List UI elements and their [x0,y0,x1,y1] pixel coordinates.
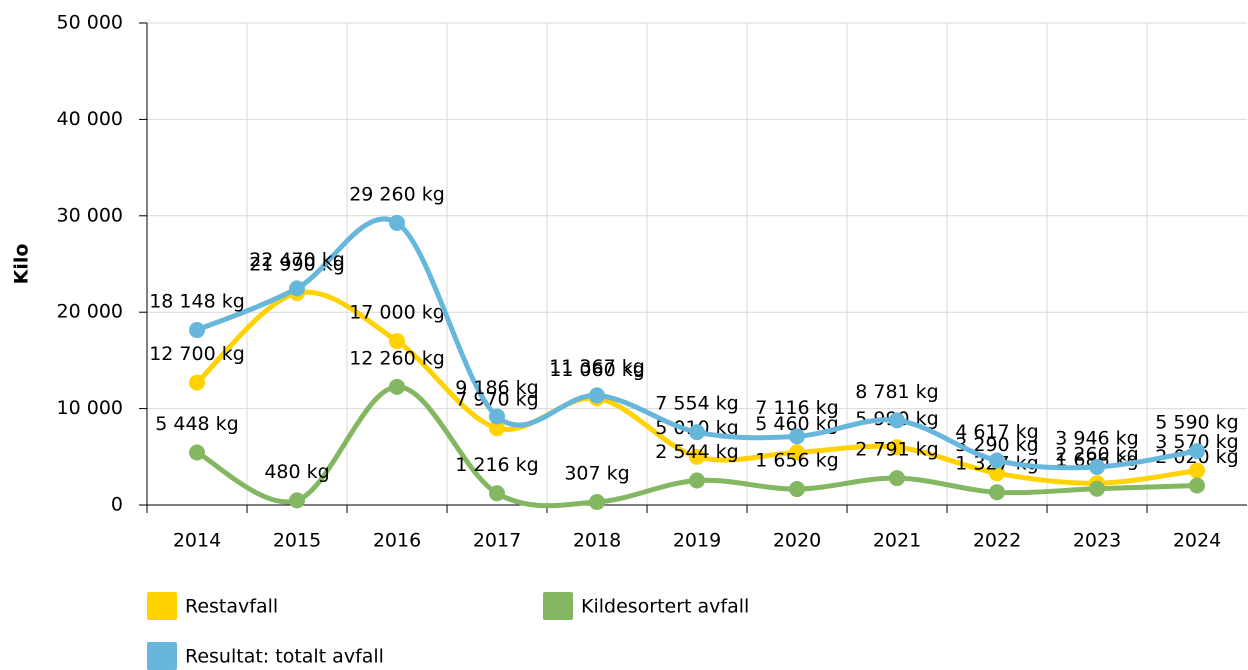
legend-swatch [543,592,573,620]
data-label: 9 186 kg [455,377,539,399]
series-line [195,384,1198,509]
x-tick-label: 2021 [873,530,921,552]
data-label: 2 260 kg [1055,444,1139,466]
data-label: 5 590 kg [1155,412,1239,434]
data-label: 2 791 kg [855,439,939,461]
data-label: 7 554 kg [655,393,739,415]
x-tick-label: 2014 [173,530,221,552]
x-tick-label: 2024 [1173,530,1221,552]
data-point [189,444,205,461]
series-line [195,289,1198,486]
y-tick-label: 50 000 [57,12,123,34]
data-point [789,481,805,498]
data-point [689,472,705,489]
data-label: 307 kg [564,463,629,485]
data-label: 8 781 kg [855,381,939,403]
x-tick-label: 2017 [473,530,521,552]
legend-label: Kildesortert avfall [581,596,749,618]
data-label: 12 260 kg [349,347,445,369]
legend-swatch [147,592,177,620]
data-label: 1 216 kg [455,454,539,476]
data-label: 5 460 kg [755,413,839,435]
x-tick-label: 2018 [573,530,621,552]
data-point [889,470,905,487]
x-tick-label: 2022 [973,530,1021,552]
data-point [1089,480,1105,497]
data-point [789,428,805,445]
data-point [989,484,1005,501]
y-tick-label: 10 000 [57,397,123,419]
data-point [1189,462,1205,479]
data-point [489,408,505,425]
data-label: 3 290 kg [955,434,1039,456]
data-point [789,444,805,461]
data-point [589,494,605,511]
data-point [689,424,705,441]
y-tick-label: 40 000 [57,108,123,130]
legend-swatch [147,642,177,670]
data-label: 7 970 kg [455,389,539,411]
data-label: 17 000 kg [349,302,445,324]
series-line [196,216,1198,471]
x-tick-label: 2023 [1073,530,1121,552]
data-point [289,280,305,297]
data-point [889,412,905,429]
x-tick-label: 2019 [673,530,721,552]
data-label: 5 448 kg [155,413,239,435]
y-axis-title: Kilo [11,244,33,285]
data-point [689,448,705,465]
data-point [589,387,605,404]
data-point [1089,458,1105,475]
y-tick-label: 0 [111,494,123,516]
data-label: 11 367 kg [549,356,645,378]
data-label: 2 544 kg [655,441,739,463]
data-point [989,452,1005,469]
data-point [889,439,905,456]
data-point [489,420,505,437]
data-point [989,465,1005,482]
data-point [189,322,205,339]
data-label: 29 260 kg [349,183,445,205]
data-label: 12 700 kg [149,343,245,365]
x-tick-label: 2020 [773,530,821,552]
data-label: 22 470 kg [249,249,345,271]
data-point [1189,477,1205,494]
data-label: 18 148 kg [149,291,245,313]
data-label: 7 116 kg [755,397,839,419]
data-label: 3 946 kg [1055,427,1139,449]
data-point [489,485,505,502]
x-tick-label: 2016 [373,530,421,552]
data-point [289,492,305,509]
data-point [189,374,205,391]
data-label: 1 656 kg [755,450,839,472]
x-tick-label: 2015 [273,530,321,552]
data-point [1189,443,1205,460]
y-tick-label: 30 000 [57,204,123,226]
data-label: 4 617 kg [955,421,1039,443]
legend-label: Resultat: totalt avfall [185,646,384,668]
y-tick-label: 20 000 [57,301,123,323]
data-label: 11 060 kg [549,359,645,381]
legend-label: Restavfall [185,596,278,618]
data-point [389,378,405,395]
data-label: 480 kg [264,461,329,483]
data-label: 3 570 kg [1155,431,1239,453]
data-point [389,333,405,350]
data-point [389,214,405,231]
